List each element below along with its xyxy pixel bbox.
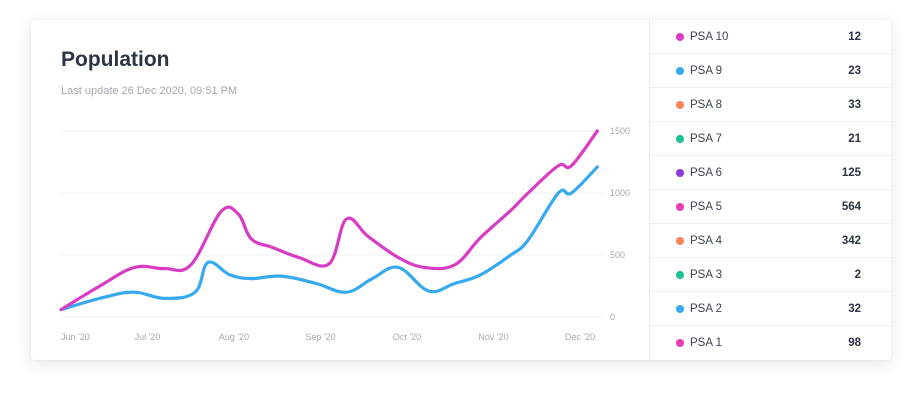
legend-value: 33 bbox=[848, 98, 861, 111]
x-tick-label: Sep '20 bbox=[305, 332, 335, 342]
legend-dot-icon bbox=[676, 135, 684, 143]
legend-dot-icon bbox=[676, 169, 684, 177]
x-tick-label: Oct '20 bbox=[393, 332, 421, 342]
legend-label: PSA 8 bbox=[690, 98, 722, 111]
legend-label: PSA 7 bbox=[690, 132, 722, 145]
population-card: Population Last update 26 Dec 2020, 09:5… bbox=[31, 20, 891, 360]
y-tick-label: 1000 bbox=[610, 188, 630, 198]
legend-label: PSA 6 bbox=[690, 166, 722, 179]
legend-label: PSA 2 bbox=[690, 302, 722, 315]
series-line-magenta bbox=[59, 129, 599, 312]
legend-row[interactable]: PSA 7 21 bbox=[650, 122, 891, 156]
last-update-text: Last update 26 Dec 2020, 09:51 PM bbox=[61, 85, 238, 97]
legend-value: 21 bbox=[848, 132, 861, 145]
y-tick-label: 1500 bbox=[610, 126, 630, 136]
legend-label: PSA 4 bbox=[690, 234, 722, 247]
legend-value: 2 bbox=[854, 268, 861, 281]
legend-row[interactable]: PSA 6 125 bbox=[650, 156, 891, 190]
legend-label: PSA 9 bbox=[690, 64, 722, 77]
legend-row[interactable]: PSA 9 23 bbox=[650, 54, 891, 88]
grade-legend-panel: PSA 10 12 PSA 9 23 PSA 8 33 PSA 7 21 PSA 6 125 PSA… bbox=[649, 20, 891, 360]
legend-label: PSA 3 bbox=[690, 268, 722, 281]
series-line-blue bbox=[59, 165, 599, 312]
legend-value: 342 bbox=[841, 234, 861, 247]
y-tick-label: 500 bbox=[610, 250, 625, 260]
legend-dot-icon bbox=[676, 237, 684, 245]
y-tick-label: 0 bbox=[610, 312, 615, 322]
legend-row[interactable]: PSA 4 342 bbox=[650, 224, 891, 258]
legend-value: 23 bbox=[848, 64, 861, 77]
legend-dot-icon bbox=[676, 339, 684, 347]
legend-dot-icon bbox=[676, 67, 684, 75]
legend-value: 564 bbox=[841, 200, 861, 213]
legend-dot-icon bbox=[676, 203, 684, 211]
legend-row[interactable]: PSA 2 32 bbox=[650, 292, 891, 326]
x-tick-label: Jul '20 bbox=[135, 332, 161, 342]
legend-value: 32 bbox=[848, 302, 861, 315]
legend-row[interactable]: PSA 10 12 bbox=[650, 20, 891, 54]
x-tick-label: Dec '20 bbox=[565, 332, 595, 342]
x-tick-label: Nov '20 bbox=[478, 332, 508, 342]
legend-value: 98 bbox=[848, 336, 861, 349]
legend-row[interactable]: PSA 1 98 bbox=[650, 326, 891, 359]
legend-label: PSA 5 bbox=[690, 200, 722, 213]
legend-value: 12 bbox=[848, 30, 861, 43]
population-chart: 0 500 1000 1500 Jun '20 Jul '20 Aug '20 Sep '20… bbox=[59, 126, 630, 342]
x-tick-label: Jun '20 bbox=[61, 332, 90, 342]
legend-row[interactable]: PSA 3 2 bbox=[650, 258, 891, 292]
legend-label: PSA 10 bbox=[690, 30, 729, 43]
legend-label: PSA 1 bbox=[690, 336, 722, 349]
legend-dot-icon bbox=[676, 305, 684, 313]
legend-row[interactable]: PSA 5 564 bbox=[650, 190, 891, 224]
legend-dot-icon bbox=[676, 101, 684, 109]
legend-dot-icon bbox=[676, 33, 684, 41]
legend-dot-icon bbox=[676, 271, 684, 279]
page-title: Population bbox=[61, 48, 170, 71]
legend-row[interactable]: PSA 8 33 bbox=[650, 88, 891, 122]
legend-value: 125 bbox=[841, 166, 861, 179]
x-tick-label: Aug '20 bbox=[219, 332, 249, 342]
